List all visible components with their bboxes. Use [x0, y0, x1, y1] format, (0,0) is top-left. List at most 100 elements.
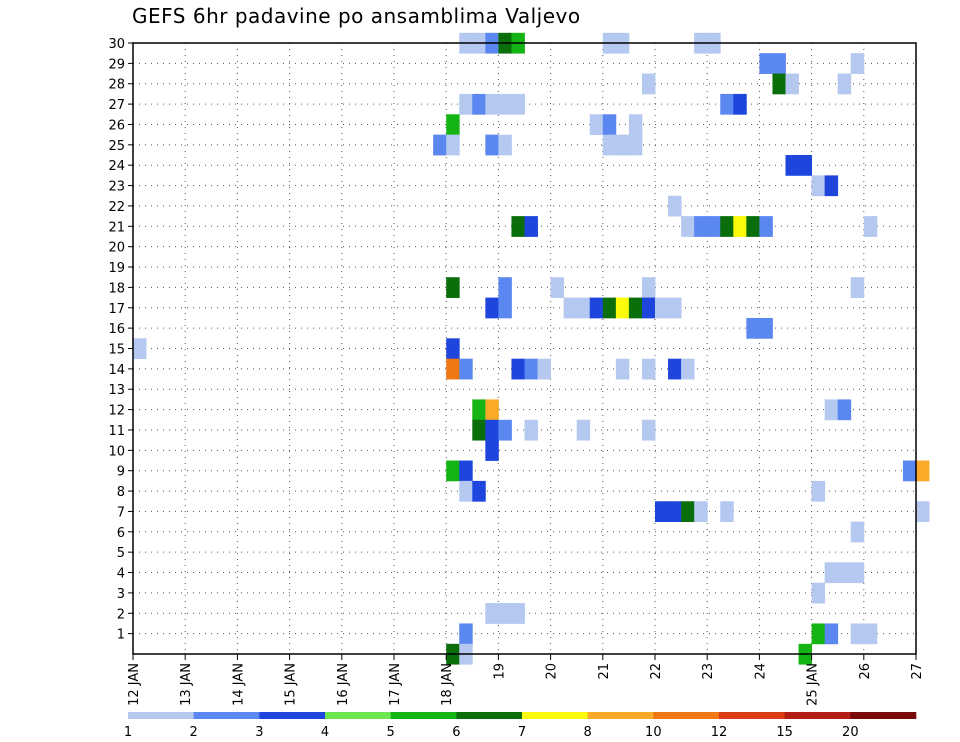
- heatmap-cell: [837, 399, 852, 421]
- y-tick-label: 4: [117, 567, 125, 582]
- heatmap-cell: [655, 501, 669, 523]
- y-tick-label: 22: [108, 200, 125, 215]
- y-tick-label: 30: [108, 37, 125, 52]
- x-tick-label: 15 JAN: [284, 663, 299, 706]
- heatmap-cell: [446, 358, 460, 380]
- heatmap-cell: [524, 419, 538, 441]
- heatmap-cell: [668, 297, 682, 319]
- y-tick-label: 20: [108, 241, 125, 256]
- legend-swatch: [193, 712, 260, 719]
- heatmap-cell: [641, 419, 656, 441]
- heatmap-cell: [602, 297, 617, 319]
- y-tick-label: 2: [117, 607, 125, 622]
- x-tick-label: 17 JAN: [388, 663, 403, 706]
- heatmap-cell: [694, 216, 708, 237]
- x-tick-label: 25 JAN: [806, 663, 821, 706]
- y-tick-label: 10: [108, 444, 125, 459]
- legend-label: 8: [584, 725, 592, 740]
- y-tick-label: 24: [108, 159, 125, 174]
- legend-label: 15: [776, 725, 793, 740]
- heatmap-cell: [485, 93, 499, 115]
- y-tick-label: 15: [108, 343, 125, 358]
- legend-label: 1: [124, 725, 132, 740]
- heatmap-cell: [850, 562, 865, 584]
- heatmap-cell: [576, 297, 591, 319]
- heatmap-cells: [133, 32, 930, 665]
- heatmap-cell: [133, 338, 147, 360]
- heatmap-cell: [628, 114, 643, 136]
- y-tick-label: 19: [108, 261, 125, 276]
- heatmap-cell: [902, 460, 917, 482]
- x-tick-label: 27: [910, 663, 925, 680]
- heatmap-cell: [655, 297, 669, 319]
- y-tick-label: 25: [108, 139, 125, 154]
- heatmap-cell: [694, 501, 708, 523]
- heatmap-cell: [472, 419, 486, 441]
- heatmap-cell: [485, 399, 499, 421]
- heatmap-cell: [628, 134, 643, 156]
- legend-swatch: [784, 712, 851, 719]
- x-tick-label: 14 JAN: [231, 663, 246, 706]
- heatmap-cell: [837, 73, 852, 95]
- y-tick-label: 13: [108, 383, 125, 398]
- heatmap-cell: [824, 399, 839, 421]
- heatmap-cell: [811, 582, 826, 604]
- heatmap-cell: [785, 155, 799, 176]
- y-tick-label: 29: [108, 57, 125, 72]
- x-tick-label: 22: [649, 663, 664, 680]
- heatmap-cell: [589, 297, 604, 319]
- y-tick-label: 14: [108, 363, 125, 378]
- heatmap-cell: [641, 277, 656, 298]
- heatmap-cell: [498, 603, 512, 624]
- y-tick-label: 5: [117, 546, 125, 561]
- legend-swatch: [390, 712, 457, 719]
- x-tick-label: 12 JAN: [127, 663, 142, 706]
- heatmap-cell: [511, 216, 525, 237]
- heatmap-cell: [498, 277, 512, 298]
- heatmap-cell: [459, 623, 473, 645]
- heatmap-cell: [472, 399, 486, 421]
- heatmap-cell: [811, 480, 826, 502]
- y-tick-label: 26: [108, 118, 125, 133]
- heatmap-cell: [733, 216, 747, 237]
- heatmap-cell: [641, 358, 656, 380]
- heatmap-cell: [668, 358, 682, 380]
- heatmap-cell: [433, 134, 447, 156]
- legend-swatch: [325, 712, 391, 719]
- legend-label: 20: [842, 725, 859, 740]
- heatmap-cell: [916, 460, 930, 482]
- heatmap-cell: [524, 216, 538, 237]
- heatmap-cell: [863, 216, 878, 237]
- y-tick-label: 12: [108, 404, 125, 419]
- heatmap-cell: [772, 53, 786, 74]
- legend-label: 2: [190, 725, 198, 740]
- heatmap-cell: [720, 501, 734, 523]
- legend-swatch: [522, 712, 588, 719]
- y-tick-label: 6: [117, 526, 125, 541]
- heatmap-cell: [824, 623, 839, 645]
- heatmap-cell: [759, 216, 773, 237]
- heatmap-cell: [511, 358, 525, 380]
- heatmap-cell: [628, 297, 643, 319]
- heatmap-cell: [759, 53, 773, 74]
- heatmap-cell: [641, 73, 656, 95]
- plot-frame: [132, 42, 917, 655]
- heatmap-cell: [720, 93, 734, 115]
- heatmap-cell: [472, 93, 486, 115]
- heatmap-cell: [733, 93, 747, 115]
- heatmap-cell: [498, 93, 512, 115]
- legend-label: 4: [321, 725, 329, 740]
- heatmap-cell: [641, 297, 656, 319]
- heatmap-cell: [576, 419, 591, 441]
- y-axis: 1234567891011121314151617181920212223242…: [108, 37, 133, 643]
- y-tick-label: 9: [117, 465, 125, 480]
- legend-label: 6: [452, 725, 460, 740]
- heatmap-cell: [772, 73, 786, 95]
- grid-lines: [133, 42, 916, 654]
- heatmap-cell: [459, 358, 473, 380]
- heatmap-cell: [615, 358, 630, 380]
- legend-swatch: [653, 712, 720, 719]
- legend-label: 5: [387, 725, 395, 740]
- heatmap-cell: [824, 175, 839, 197]
